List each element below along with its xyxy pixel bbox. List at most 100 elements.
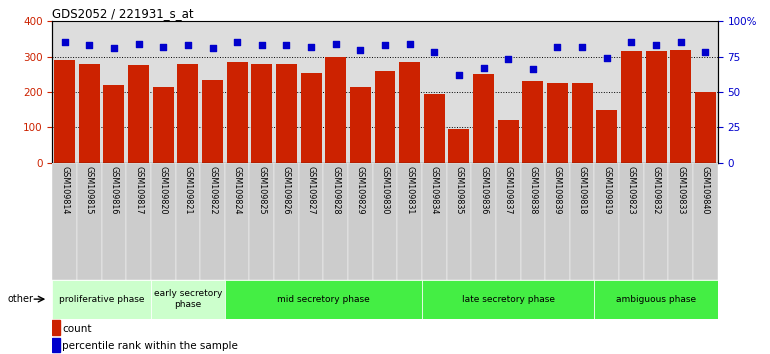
Bar	[251, 64, 273, 163]
Bar	[596, 110, 618, 163]
Bar	[300, 73, 322, 163]
Bar	[521, 163, 545, 280]
Text: GSM109834: GSM109834	[430, 166, 439, 215]
Point	[83, 42, 95, 48]
Point	[379, 42, 391, 48]
Bar	[424, 94, 445, 163]
Point	[625, 40, 638, 45]
Bar	[126, 163, 151, 280]
Text: early secretory
phase: early secretory phase	[154, 290, 222, 309]
Point	[157, 44, 169, 50]
Point	[354, 47, 367, 52]
Bar	[668, 163, 693, 280]
Bar	[373, 163, 397, 280]
Text: GSM109833: GSM109833	[676, 166, 685, 215]
Bar	[350, 87, 371, 163]
Bar	[200, 163, 225, 280]
Bar	[151, 163, 176, 280]
Bar	[693, 163, 718, 280]
Text: GSM109831: GSM109831	[405, 166, 414, 215]
Point	[256, 42, 268, 48]
Point	[182, 42, 194, 48]
Bar	[52, 338, 60, 352]
Bar	[226, 62, 248, 163]
Text: late secretory phase: late secretory phase	[462, 295, 554, 304]
Bar	[422, 280, 594, 319]
Bar	[54, 60, 75, 163]
Bar	[496, 163, 521, 280]
Text: GSM109815: GSM109815	[85, 166, 94, 215]
Bar	[621, 51, 642, 163]
Text: GSM109820: GSM109820	[159, 166, 168, 215]
Text: ambiguous phase: ambiguous phase	[616, 295, 696, 304]
Point	[59, 40, 71, 45]
Text: GSM109835: GSM109835	[454, 166, 464, 215]
Point	[477, 65, 490, 71]
Bar	[471, 163, 496, 280]
Text: GSM109838: GSM109838	[528, 166, 537, 215]
Bar	[374, 71, 396, 163]
Text: GSM109821: GSM109821	[183, 166, 192, 215]
Text: GSM109836: GSM109836	[479, 166, 488, 215]
Bar	[225, 163, 249, 280]
Bar	[570, 163, 594, 280]
Text: GSM109817: GSM109817	[134, 166, 143, 215]
Bar	[299, 163, 323, 280]
Text: other: other	[8, 294, 34, 304]
Point	[576, 44, 588, 50]
Bar	[79, 64, 100, 163]
Bar	[594, 163, 619, 280]
Text: percentile rank within the sample: percentile rank within the sample	[62, 341, 238, 351]
Point	[206, 45, 219, 51]
Bar	[52, 163, 77, 280]
Text: GSM109840: GSM109840	[701, 166, 710, 215]
Text: GSM109814: GSM109814	[60, 166, 69, 215]
Bar	[176, 163, 200, 280]
Point	[601, 55, 613, 61]
Bar	[473, 74, 494, 163]
Point	[132, 41, 145, 47]
Bar	[522, 81, 544, 163]
Bar	[274, 163, 299, 280]
Point	[527, 67, 539, 72]
Text: proliferative phase: proliferative phase	[59, 295, 145, 304]
Point	[551, 44, 564, 50]
Bar	[619, 163, 644, 280]
Point	[108, 45, 120, 51]
Text: mid secretory phase: mid secretory phase	[277, 295, 370, 304]
Bar	[202, 80, 223, 163]
Bar	[645, 51, 667, 163]
Bar	[152, 87, 174, 163]
Point	[231, 40, 243, 45]
Point	[280, 42, 293, 48]
Bar	[399, 62, 420, 163]
Text: GSM109822: GSM109822	[208, 166, 217, 215]
Point	[403, 41, 416, 47]
Bar	[249, 163, 274, 280]
Text: GSM109827: GSM109827	[306, 166, 316, 215]
Bar	[103, 85, 125, 163]
Bar	[151, 280, 225, 319]
Bar	[325, 57, 346, 163]
Bar	[422, 163, 447, 280]
Bar	[77, 163, 102, 280]
Bar	[695, 92, 716, 163]
Text: GSM109829: GSM109829	[356, 166, 365, 215]
Text: GSM109825: GSM109825	[257, 166, 266, 215]
Bar	[594, 280, 718, 319]
Bar	[545, 163, 570, 280]
Bar	[447, 163, 471, 280]
Text: count: count	[62, 324, 92, 333]
Text: GSM109828: GSM109828	[331, 166, 340, 215]
Text: GSM109839: GSM109839	[553, 166, 562, 215]
Text: GDS2052 / 221931_s_at: GDS2052 / 221931_s_at	[52, 7, 194, 20]
Bar	[644, 163, 668, 280]
Bar	[52, 280, 151, 319]
Text: GSM109823: GSM109823	[627, 166, 636, 215]
Bar	[323, 163, 348, 280]
Bar	[52, 320, 60, 335]
Point	[453, 72, 465, 78]
Point	[699, 50, 711, 55]
Point	[305, 44, 317, 50]
Bar	[670, 50, 691, 163]
